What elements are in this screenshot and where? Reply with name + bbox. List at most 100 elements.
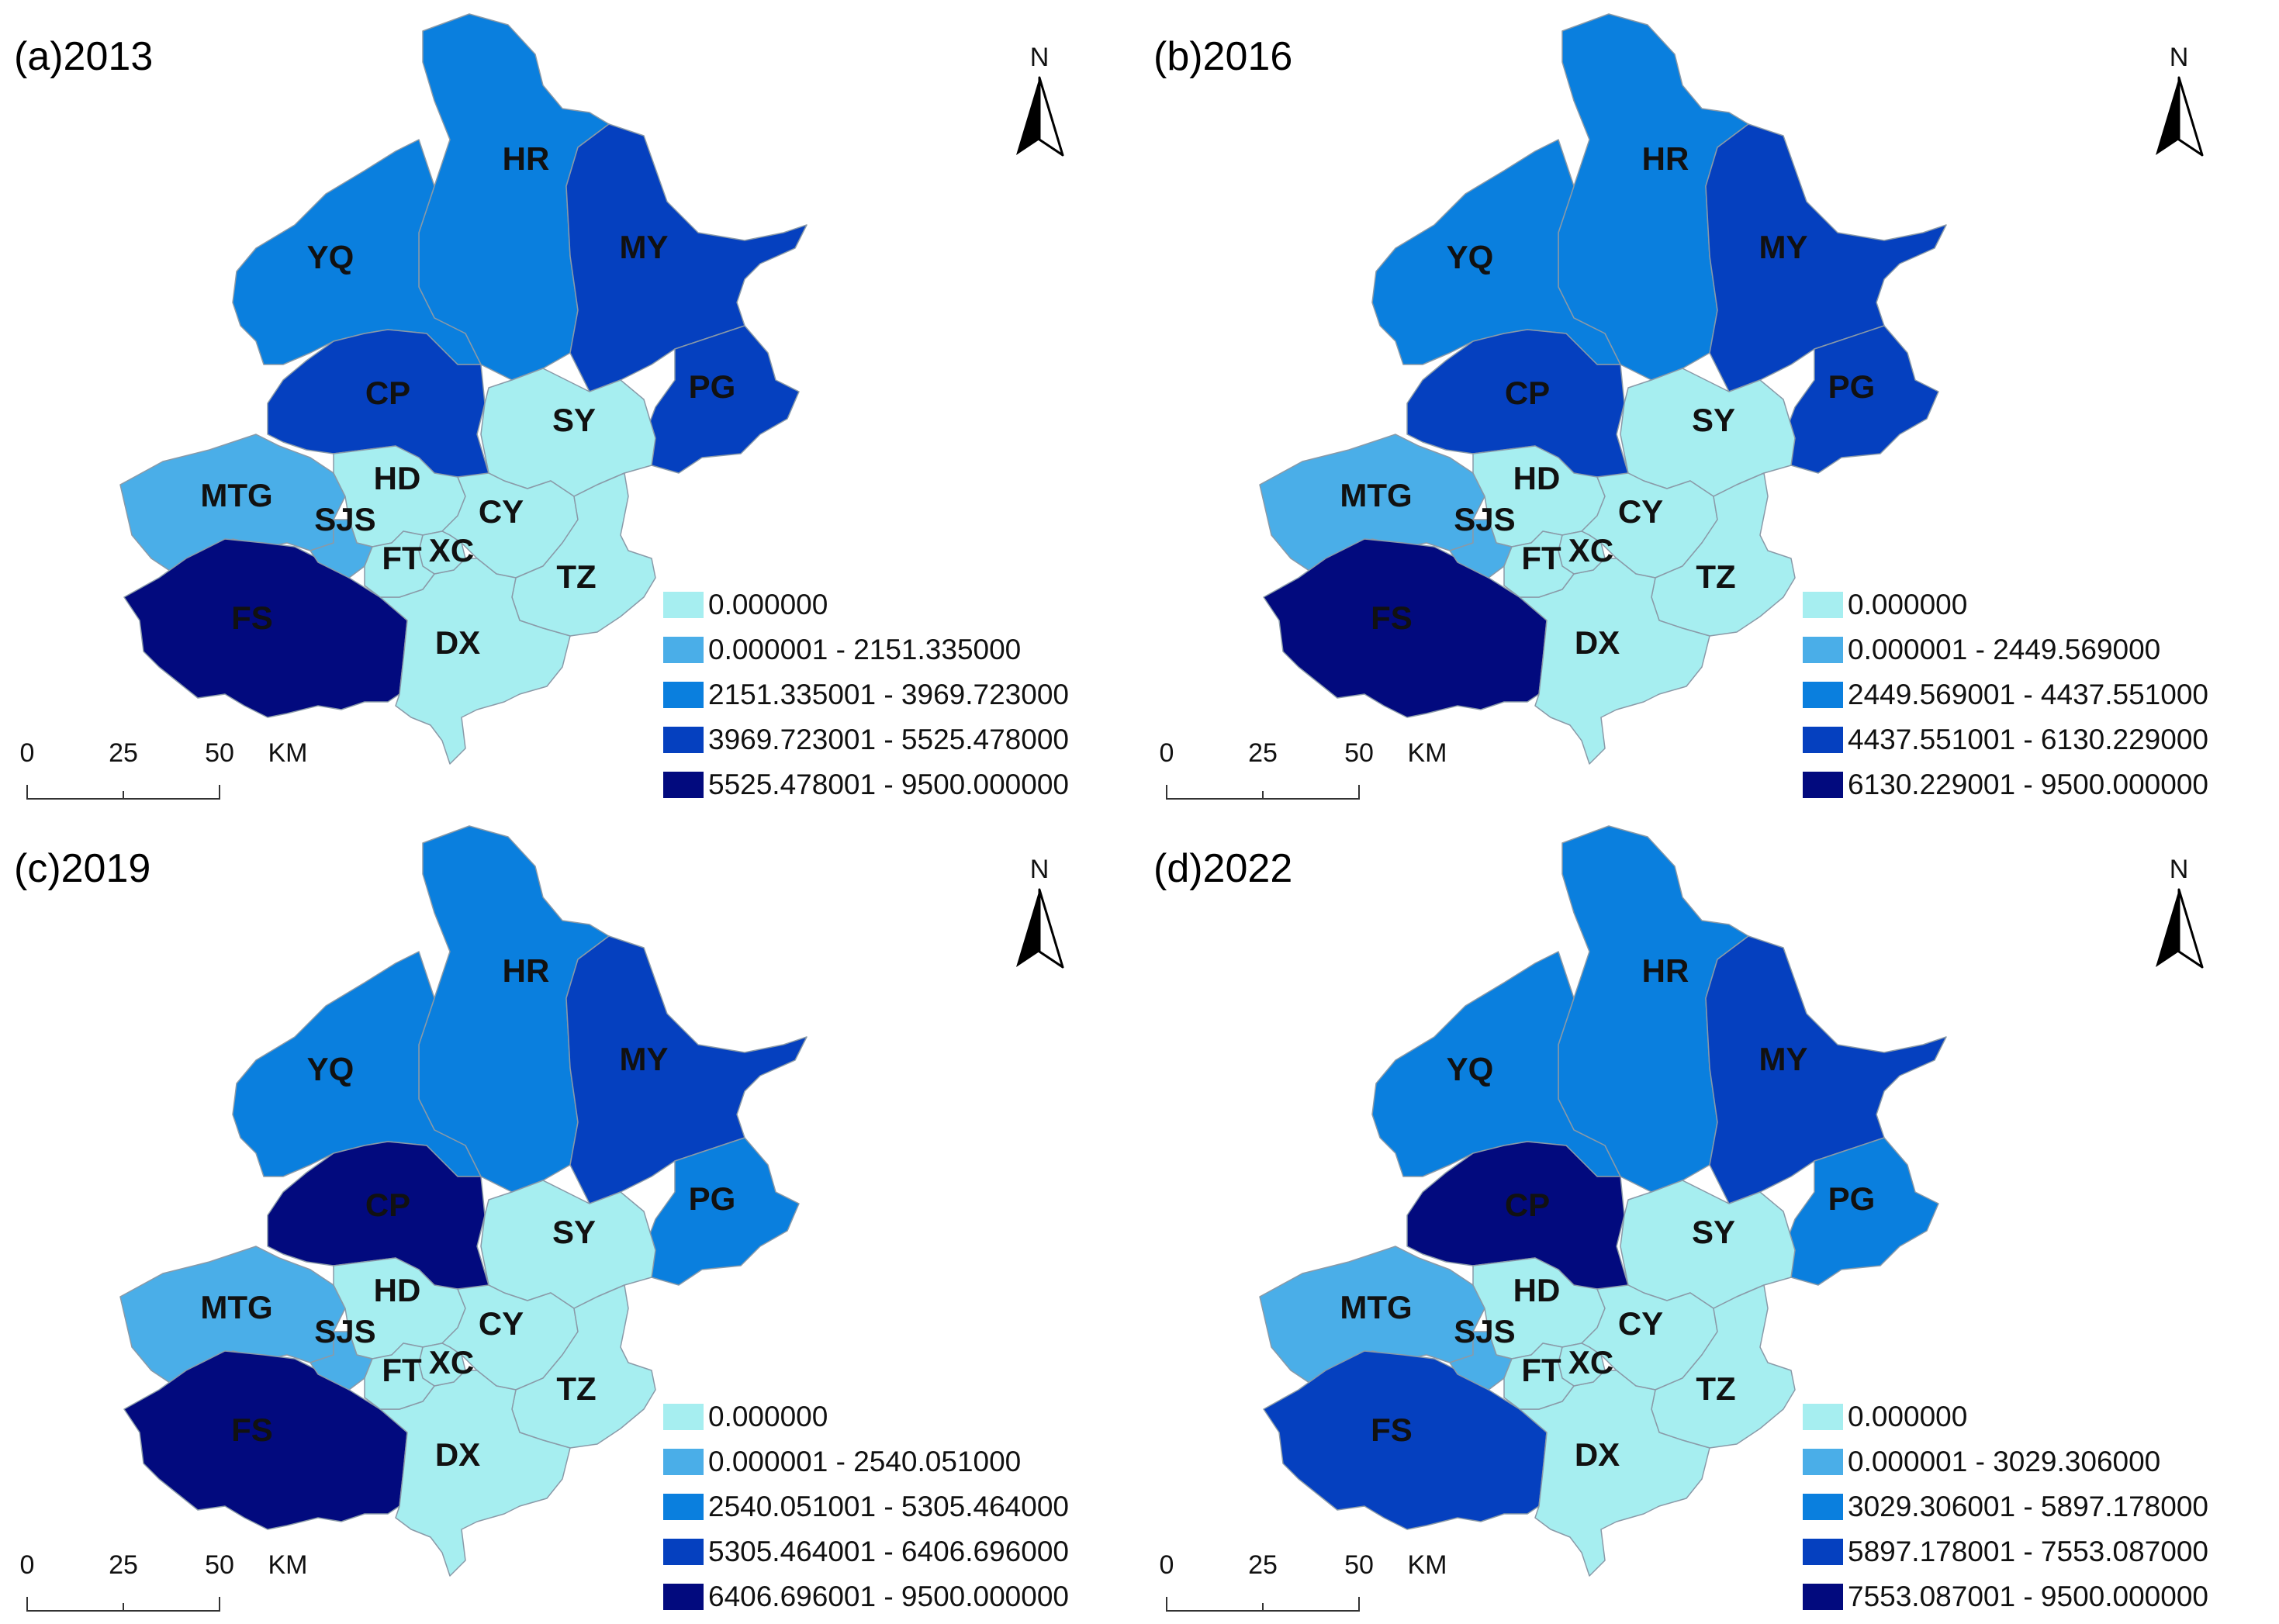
legend-label: 5305.464001 - 6406.696000	[708, 1536, 1069, 1567]
district-sjs	[310, 519, 373, 579]
scale-tick-label: 0	[20, 1550, 35, 1580]
scale-tick-label: 25	[1248, 1550, 1278, 1580]
district-label-yq: YQ	[1447, 1051, 1494, 1087]
legend-label: 6130.229001 - 9500.000000	[1848, 769, 2208, 800]
scale-tick-label: 0	[1160, 1550, 1174, 1580]
district-label-cp: CP	[365, 375, 410, 411]
district-label-sy: SY	[1692, 1214, 1735, 1250]
legend-label: 7553.087001 - 9500.000000	[1848, 1581, 2208, 1612]
district-label-cp: CP	[1505, 1187, 1550, 1223]
map-panel: (a)2013 HR YQ MY PG CP SY MTG HD CY TZ FS DX SJS XC FT N…	[0, 0, 1140, 812]
district-label-cp: CP	[365, 1187, 410, 1223]
district-fs	[123, 1350, 408, 1530]
district-label-ft: FT	[382, 540, 422, 576]
legend-label: 2151.335001 - 3969.723000	[708, 679, 1069, 710]
district-label-hr: HR	[1642, 952, 1689, 989]
scale-unit: KM	[1408, 738, 1447, 768]
district-label-xc: XC	[1568, 532, 1613, 568]
district-label-ft: FT	[382, 1352, 422, 1388]
district-label-tz: TZ	[1696, 1370, 1735, 1407]
legend-swatch	[1803, 637, 1843, 663]
legend-label: 0.000001 - 3029.306000	[1848, 1446, 2160, 1477]
scale-bar: 0 25 50 KM	[1160, 738, 1447, 800]
legend-label: 3029.306001 - 5897.178000	[1848, 1491, 2208, 1522]
district-label-sjs: SJS	[1454, 1313, 1515, 1349]
district-sjs	[310, 1331, 373, 1391]
district-label-cy: CY	[1618, 493, 1663, 530]
district-label-xc: XC	[1568, 1344, 1613, 1380]
scale-tick-label: 50	[1344, 1550, 1374, 1580]
district-label-mtg: MTG	[200, 1289, 272, 1325]
district-label-mtg: MTG	[1340, 477, 1412, 513]
legend: 0.000000 0.000001 - 2449.569000 2449.56900…	[1803, 589, 2208, 800]
district-label-fs: FS	[1371, 599, 1413, 636]
scale-bar: 0 25 50 KM	[1160, 1550, 1447, 1612]
district-label-my: MY	[620, 1041, 669, 1077]
district-label-dx: DX	[435, 624, 480, 661]
district-label-yq: YQ	[1447, 239, 1494, 275]
district-tz	[1651, 1284, 1796, 1449]
district-label-yq: YQ	[307, 1051, 354, 1087]
district-label-pg: PG	[689, 1180, 736, 1217]
north-label: N	[2170, 43, 2189, 72]
district-yq	[1371, 139, 1621, 365]
district-fs	[1263, 538, 1548, 718]
district-label-sjs: SJS	[314, 1313, 375, 1349]
legend-swatch	[1803, 592, 1843, 618]
district-tz	[511, 472, 656, 637]
district-label-sy: SY	[552, 402, 596, 438]
district-label-dx: DX	[435, 1436, 480, 1473]
district-label-hd: HD	[1513, 460, 1561, 496]
map-panel: (b)2016 HR YQ MY PG CP SY MTG HD CY TZ FS DX SJS XC FT N…	[1140, 0, 2279, 812]
legend-swatch	[1803, 1449, 1843, 1475]
district-label-hd: HD	[374, 1272, 421, 1308]
district-ft	[1503, 530, 1575, 598]
legend-label: 2449.569001 - 4437.551000	[1848, 679, 2208, 710]
district-pg	[643, 1137, 800, 1286]
district-pg	[1783, 1137, 1939, 1286]
district-yq	[1371, 951, 1621, 1177]
legend-label: 0.000000	[1848, 1401, 1967, 1432]
legend-swatch	[663, 772, 704, 798]
legend: 0.000000 0.000001 - 2151.335000 2151.33500…	[663, 589, 1069, 800]
district-label-pg: PG	[1828, 1180, 1876, 1217]
district-label-pg: PG	[689, 368, 736, 405]
district-label-fs: FS	[231, 1411, 273, 1448]
district-label-mtg: MTG	[200, 477, 272, 513]
district-ft	[364, 1342, 435, 1410]
north-label: N	[1030, 855, 1050, 884]
district-label-yq: YQ	[307, 239, 354, 275]
district-label-xc: XC	[429, 532, 474, 568]
district-tz	[511, 1284, 656, 1449]
district-label-hr: HR	[1642, 140, 1689, 177]
legend-swatch	[663, 727, 704, 753]
district-ft	[364, 530, 435, 598]
district-label-hr: HR	[503, 952, 550, 989]
district-label-pg: PG	[1828, 368, 1876, 405]
legend-swatch	[663, 1494, 704, 1520]
district-pg	[1783, 325, 1939, 474]
district-label-sy: SY	[1692, 402, 1735, 438]
district-fs	[1263, 1350, 1548, 1530]
legend-swatch	[1803, 1404, 1843, 1430]
legend-label: 5897.178001 - 7553.087000	[1848, 1536, 2208, 1567]
district-label-fs: FS	[1371, 1411, 1413, 1448]
district-label-sjs: SJS	[1454, 501, 1515, 537]
district-ft	[1503, 1342, 1575, 1410]
district-label-dx: DX	[1575, 1436, 1620, 1473]
legend-swatch	[663, 637, 704, 663]
district-yq	[232, 139, 482, 365]
legend-label: 0.000001 - 2540.051000	[708, 1446, 1021, 1477]
legend-swatch	[663, 1449, 704, 1475]
district-label-cy: CY	[1618, 1305, 1663, 1342]
district-layer	[119, 13, 808, 765]
legend-label: 5525.478001 - 9500.000000	[708, 769, 1069, 800]
legend-label: 0.000001 - 2449.569000	[1848, 634, 2160, 665]
legend-swatch	[1803, 682, 1843, 708]
legend-swatch	[1803, 1539, 1843, 1565]
legend-swatch	[1803, 772, 1843, 798]
legend: 0.000000 0.000001 - 2540.051000 2540.05100…	[663, 1401, 1069, 1612]
